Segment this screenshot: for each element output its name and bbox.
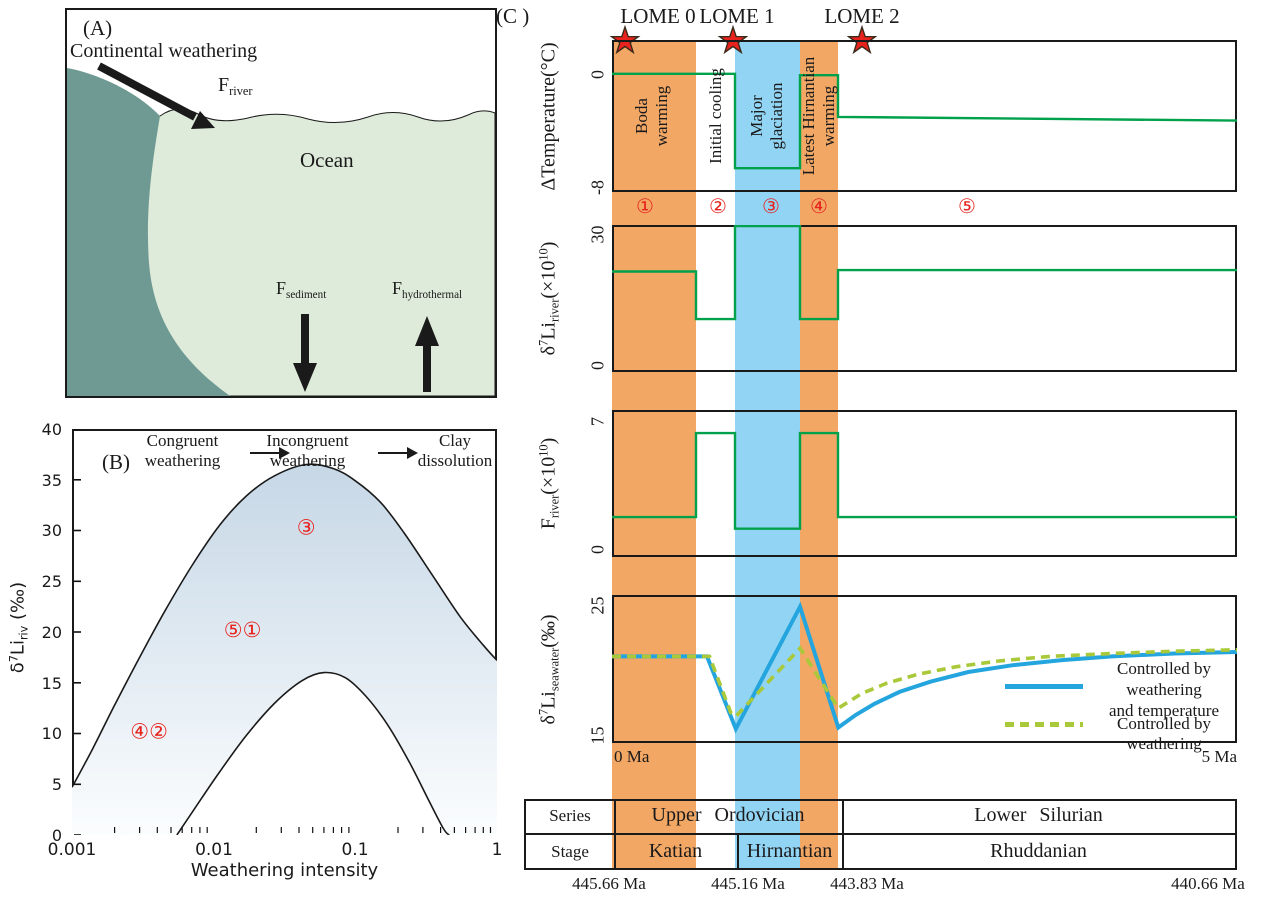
legend-entry-weathering: Controlled by weathering — [1117, 714, 1211, 753]
zone-arrow-icon — [250, 447, 290, 459]
lome-0-label: LOME 0 — [620, 4, 696, 28]
y-tick: -8 — [587, 180, 608, 195]
phase-marker: ③ — [297, 516, 316, 540]
stage-cell-katian: Katian — [648, 840, 703, 862]
li7-river-line — [612, 225, 1237, 321]
panel-b-tag: (B) — [102, 450, 130, 474]
y-tick: 25 — [41, 572, 62, 591]
li-seawater-chart — [612, 595, 1237, 743]
f-river-chart — [612, 410, 1237, 557]
phase-marker: ⑤① — [224, 618, 262, 642]
controlled-by-weathering-line — [612, 645, 1237, 719]
phase-2-marker: ② — [709, 196, 727, 218]
x-tick: 1 — [491, 840, 503, 860]
series-cell-upper-ordovician: Upper Ordovician — [651, 804, 805, 826]
hydrothermal-up-arrow-icon — [415, 316, 439, 392]
star-icon — [609, 24, 641, 55]
y-tick: 0 — [587, 361, 608, 370]
stage-cell-rhuddanian: Rhuddanian — [990, 840, 1087, 862]
x-tick: 0.1 — [341, 840, 369, 860]
star-icon — [717, 24, 749, 55]
inner-envelope-line — [176, 671, 450, 835]
lome-1-label: LOME 1 — [699, 4, 775, 28]
boda-warming-label: Boda warming — [632, 85, 671, 147]
zone-incongruent: Incongruent weathering — [266, 431, 349, 470]
weathering-intensity-chart: ③ ⑤① ④② — [72, 429, 497, 835]
y-tick: 40 — [41, 420, 62, 439]
star-icon — [846, 24, 878, 55]
controlled-by-weathering-and-temperature-line — [612, 601, 1237, 734]
y-tick: 5 — [51, 775, 62, 794]
series-cell-lower-silurian: Lower Silurian — [974, 804, 1103, 826]
lome-2-label: LOME 2 — [824, 4, 900, 28]
initial-cooling-label: Initial cooling — [706, 68, 725, 164]
y-tick: 25 — [587, 596, 608, 615]
phase-4-marker: ④ — [810, 196, 828, 218]
y-tick: 15 — [41, 674, 62, 693]
y-tick: 35 — [41, 471, 62, 490]
weathering-arrow-icon — [97, 62, 215, 129]
y-tick: 15 — [587, 726, 608, 745]
flux-river-label: Friver — [218, 74, 253, 99]
legend-line-dashed-icon — [1005, 722, 1083, 727]
legend-line-solid-icon — [1005, 684, 1083, 689]
boda-warming-band — [612, 40, 696, 870]
land-shape — [67, 68, 233, 398]
phase-3-marker: ③ — [762, 196, 780, 218]
y-tick: 30 — [41, 521, 62, 540]
phase-marker: ④② — [130, 720, 168, 744]
x-axis-start-label: 0 Ma — [614, 747, 650, 766]
panel-b-xlabel: Weathering intensity — [190, 860, 379, 881]
hirnantian-warming-band — [800, 40, 838, 870]
phase-5-marker: ⑤ — [958, 196, 976, 218]
y-tick: 0 — [587, 545, 608, 554]
outer-envelope-line — [72, 463, 497, 788]
latest-hirnantian-warming-label: Latest Hirnantian warming — [799, 56, 838, 176]
inner-envelope-fill — [176, 672, 450, 835]
stage-cell-hirnantian: Hirnantian — [746, 840, 833, 862]
age-label: 445.16 Ma — [711, 874, 785, 893]
y-tick: 0 — [51, 826, 62, 845]
legend-entry-weathering-temperature: Controlled by weathering and temperature — [1109, 659, 1219, 720]
y-tick: 20 — [41, 623, 62, 642]
x-axis-end-label: 5 Ma — [1201, 747, 1237, 766]
y-tick: 0 — [587, 70, 608, 79]
zone-congruent: Congruent weathering — [144, 431, 221, 470]
age-label: 443.83 Ma — [830, 874, 904, 893]
stratigraphy-table: Series Stage Upper Ordovician Lower Silu… — [524, 799, 1237, 870]
y-tick: 30 — [587, 225, 608, 244]
y-tick: 7 — [587, 417, 608, 426]
panel-b-ylabel: δ7Liriv (‰) — [7, 581, 31, 674]
stage-row-header: Stage — [551, 842, 589, 861]
panel-a-tag: (A) — [83, 16, 113, 40]
continental-weathering-diagram — [65, 8, 497, 398]
temperature-chart — [612, 40, 1237, 192]
age-label: 445.66 Ma — [572, 874, 646, 893]
y-tick: 10 — [41, 724, 62, 743]
panel-a-title: Continental weathering — [70, 40, 258, 62]
li-river-chart — [612, 225, 1237, 372]
zone-arrow-icon — [378, 447, 418, 459]
li-seawater-ylabel: δ7Liseawater(‰) — [536, 614, 562, 725]
x-tick: 0.01 — [195, 840, 233, 860]
series-row-header: Series — [549, 806, 591, 825]
zone-clay: Clay dissolution — [417, 431, 493, 470]
x-tick: 0.001 — [47, 840, 97, 860]
f-river-line — [612, 431, 1237, 530]
phase-1-marker: ① — [636, 196, 654, 218]
delta-temperature-line — [612, 72, 1237, 170]
panel-c-tag: (C ) — [496, 4, 530, 28]
major-glaciation-band — [735, 40, 800, 870]
age-label: 440.66 Ma — [1171, 874, 1245, 893]
major-glaciation-label: Major glaciation — [747, 82, 786, 150]
sediment-down-arrow-icon — [293, 314, 317, 392]
flux-hydrothermal-label: Fhydrothermal — [392, 278, 463, 301]
flux-sediment-label: Fsediment — [276, 278, 327, 301]
ocean-label: Ocean — [300, 148, 354, 172]
